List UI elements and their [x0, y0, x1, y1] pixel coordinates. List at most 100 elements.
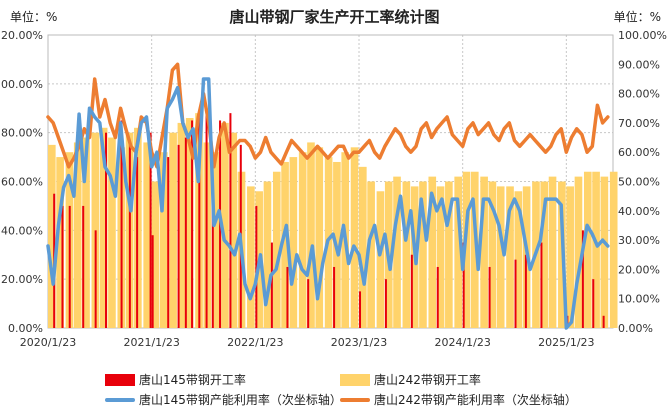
- bar-242: [298, 152, 307, 328]
- bar-242: [272, 171, 281, 328]
- bar-145: [410, 254, 413, 328]
- bar-242: [609, 171, 618, 328]
- bar-145: [177, 144, 180, 328]
- bar-145: [105, 132, 108, 328]
- bar-242: [359, 166, 367, 328]
- bar-242: [419, 181, 427, 328]
- legend-label-line242: 唐山242带钢产能利用率（次坐标轴）: [374, 393, 577, 407]
- x-axis-tick-label: 2024/1/23: [434, 336, 490, 349]
- bar-145: [149, 132, 152, 328]
- bar-145: [211, 193, 214, 328]
- bar-145: [94, 230, 97, 328]
- right-axis-tick-label: 60.00%: [618, 146, 660, 159]
- left-axis-tick-label: 80.00%: [1, 127, 43, 140]
- bar-242: [159, 152, 168, 328]
- bar-145: [540, 242, 543, 328]
- bar-242: [56, 157, 64, 328]
- chart-title: 唐山带钢厂家生产开工率统计图: [229, 8, 440, 26]
- bar-242: [566, 186, 574, 328]
- bar-242: [540, 181, 549, 328]
- right-axis-tick-label: 10.00%: [618, 293, 660, 306]
- left-axis-tick-label: 60.00%: [1, 176, 43, 189]
- legend-label-bar145: 唐山145带钢开工率: [139, 373, 246, 387]
- bar-242: [108, 137, 116, 328]
- bar-242: [488, 181, 497, 328]
- bar-242: [151, 181, 160, 328]
- bar-145: [592, 279, 595, 328]
- right-axis-tick-label: 20.00%: [618, 263, 660, 276]
- bar-242: [548, 176, 557, 328]
- x-axis-tick-label: 2025/1/23: [538, 336, 594, 349]
- bar-242: [211, 152, 220, 328]
- bar-145: [359, 291, 362, 328]
- bar-242: [177, 122, 186, 329]
- bar-242: [583, 171, 592, 328]
- bar-242: [281, 161, 289, 328]
- bar-242: [445, 181, 453, 328]
- bar-145: [524, 254, 527, 328]
- bar-145: [488, 266, 491, 328]
- bar-242: [496, 186, 505, 328]
- right-axis-tick-label: 40.00%: [618, 205, 660, 218]
- left-axis-tick-label: 0.00%: [8, 322, 43, 335]
- bar-145: [514, 259, 517, 328]
- bar-145: [205, 113, 208, 328]
- legend-label-bar242: 唐山242带钢开工率: [374, 373, 481, 387]
- bar-242: [247, 186, 255, 328]
- bar-242: [73, 142, 82, 328]
- bar-242: [169, 132, 177, 328]
- bar-145: [128, 144, 131, 328]
- bar-145: [198, 113, 201, 328]
- left-axis-tick-label: 40.00%: [1, 224, 43, 237]
- bar-145: [68, 205, 71, 328]
- legend-item-line145: 唐山145带钢产能利用率（次坐标轴）: [105, 391, 342, 408]
- bar-242: [454, 176, 463, 328]
- bar-242: [221, 122, 229, 329]
- bar-242: [185, 118, 194, 329]
- bar-242: [143, 142, 152, 328]
- legend-swatch-bar242: [340, 373, 370, 386]
- bar-242: [428, 176, 437, 328]
- bar-242: [436, 186, 445, 328]
- x-axis-tick-label: 2020/1/23: [20, 336, 76, 349]
- bar-145: [184, 137, 187, 328]
- bar-145: [136, 157, 139, 328]
- bar-242: [307, 142, 315, 328]
- bar-145: [307, 279, 310, 328]
- bar-242: [48, 144, 56, 328]
- bar-242: [470, 171, 479, 328]
- right-axis-tick-label: 80.00%: [618, 88, 660, 101]
- legend-item-bar145: 唐山145带钢开工率: [105, 371, 246, 388]
- bar-242: [592, 171, 600, 328]
- left-axis-tick-label: 20.00%: [1, 273, 43, 286]
- x-axis-tick-label: 2022/1/23: [227, 336, 283, 349]
- bar-242: [367, 181, 375, 328]
- bar-242: [263, 181, 272, 328]
- right-unit-label: 单位：%: [613, 10, 661, 24]
- left-axis-tick-label: 100.00%: [0, 78, 43, 91]
- bar-145: [581, 230, 584, 328]
- legend-item-bar242: 唐山242带钢开工率: [340, 371, 481, 388]
- legend-label-line145: 唐山145带钢产能利用率（次坐标轴）: [139, 393, 342, 407]
- left-unit-label: 单位：%: [10, 10, 58, 24]
- bar-242: [514, 191, 523, 328]
- bar-242: [462, 171, 471, 328]
- bar-242: [289, 157, 298, 328]
- bar-145: [82, 205, 85, 328]
- bar-145: [286, 266, 289, 328]
- bar-145: [229, 113, 232, 328]
- right-axis-tick-label: 90.00%: [618, 58, 660, 71]
- line-145-utilization: [46, 77, 610, 330]
- bar-145: [436, 266, 439, 328]
- bar-145: [151, 235, 154, 328]
- bar-145: [255, 205, 258, 328]
- bar-145: [191, 120, 194, 328]
- bar-242: [480, 176, 488, 328]
- bar-145: [61, 205, 64, 328]
- legend-swatch-line242: [340, 397, 370, 402]
- bar-145: [167, 157, 170, 328]
- legend-swatch-line145: [105, 397, 135, 402]
- bar-242: [402, 181, 411, 328]
- right-axis-tick-label: 50.00%: [618, 176, 660, 189]
